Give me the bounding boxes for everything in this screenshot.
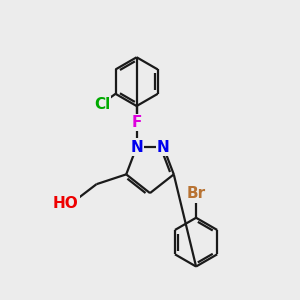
Text: Cl: Cl bbox=[94, 97, 110, 112]
Text: N: N bbox=[130, 140, 143, 154]
Text: N: N bbox=[157, 140, 170, 154]
Text: Br: Br bbox=[187, 187, 206, 202]
Text: F: F bbox=[131, 115, 142, 130]
Text: HO: HO bbox=[53, 196, 79, 211]
